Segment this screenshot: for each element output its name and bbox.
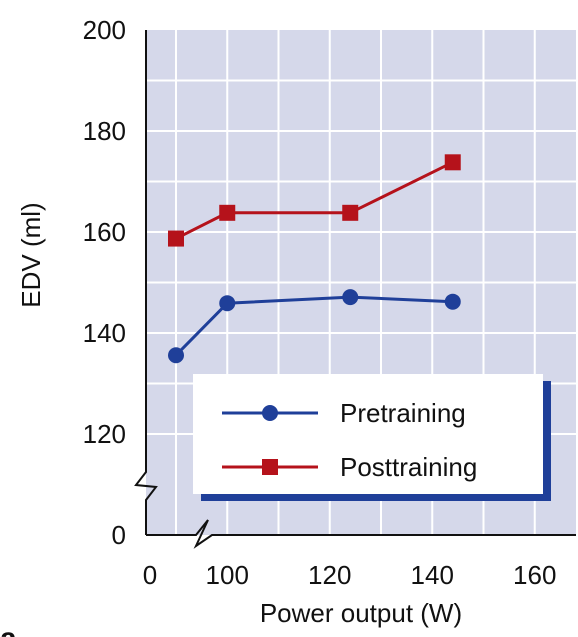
y-tick-label: 180 [83, 116, 126, 146]
x-axis-title: Power output (W) [260, 598, 462, 628]
data-point-posttraining [342, 204, 359, 221]
y-axis-title: EDV (ml) [16, 202, 46, 307]
data-point-pretraining [444, 293, 461, 310]
data-point-posttraining [219, 204, 236, 221]
x-tick-label: 0 [143, 560, 157, 590]
y-tick-label: 160 [83, 217, 126, 247]
series-line-posttraining [175, 160, 454, 240]
data-point-posttraining [168, 230, 184, 247]
data-point-pretraining [219, 295, 236, 312]
x-tick-label: 100 [206, 560, 249, 590]
axes [134, 30, 576, 549]
legend-label-posttraining: Posttraining [340, 452, 477, 482]
legend-marker-pretraining [262, 405, 278, 421]
legend-label-pretraining: Pretraining [340, 398, 466, 428]
x-axis-line [146, 519, 576, 549]
legend-box [193, 374, 543, 494]
y-tick-label: 120 [83, 419, 126, 449]
y-tick-label: 200 [83, 15, 126, 45]
x-tick-label: 120 [308, 560, 351, 590]
x-tick-label: 160 [513, 560, 556, 590]
data-point-pretraining [342, 289, 359, 306]
data-point-pretraining [168, 347, 184, 364]
data-point-posttraining [444, 154, 461, 171]
tick-labels: 200 180 160 140 120 00 100 120 140 160 [83, 15, 557, 590]
series-layer [168, 154, 461, 364]
legend-marker-posttraining [262, 459, 278, 475]
panel-label: a [0, 622, 17, 637]
series-line-pretraining [174, 295, 453, 357]
y-axis-line [134, 30, 158, 535]
x-tick-label: 140 [411, 560, 454, 590]
legend: Pretraining Posttraining [193, 374, 551, 501]
y-tick-label: 0 [112, 520, 126, 550]
y-tick-label: 140 [83, 318, 126, 348]
